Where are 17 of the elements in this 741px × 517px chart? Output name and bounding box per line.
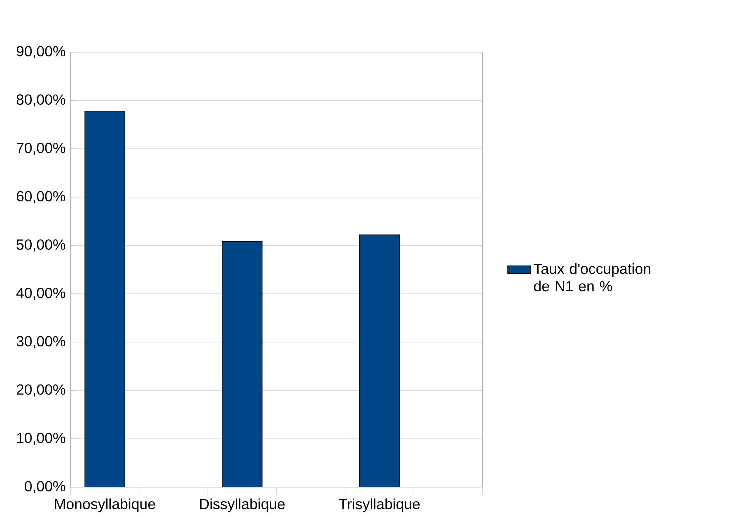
y-tick-label: 60,00% [17,191,66,204]
y-tick-label: 50,00% [16,240,66,252]
y-tick-label: 40,00% [16,288,66,300]
x-tick-label: Monosyllabique [55,498,156,512]
y-tick-label: 20,00% [17,384,66,397]
y-tick-label: 90,00% [16,46,66,58]
x-tick-label: Dissyllabique [200,498,285,512]
y-tick-label: 0,00% [25,481,66,494]
legend-label: Taux d'occupation de N1 en % [534,264,650,292]
bar [222,242,263,488]
bar [359,234,400,488]
x-tick-label: Trisyllabique [339,498,420,512]
y-tick-label: 10,00% [17,433,66,446]
bar [84,111,126,488]
y-tick-label: 30,00% [16,336,66,348]
y-tick-label: 80,00% [16,94,66,107]
y-tick-label: 70,00% [17,143,66,156]
